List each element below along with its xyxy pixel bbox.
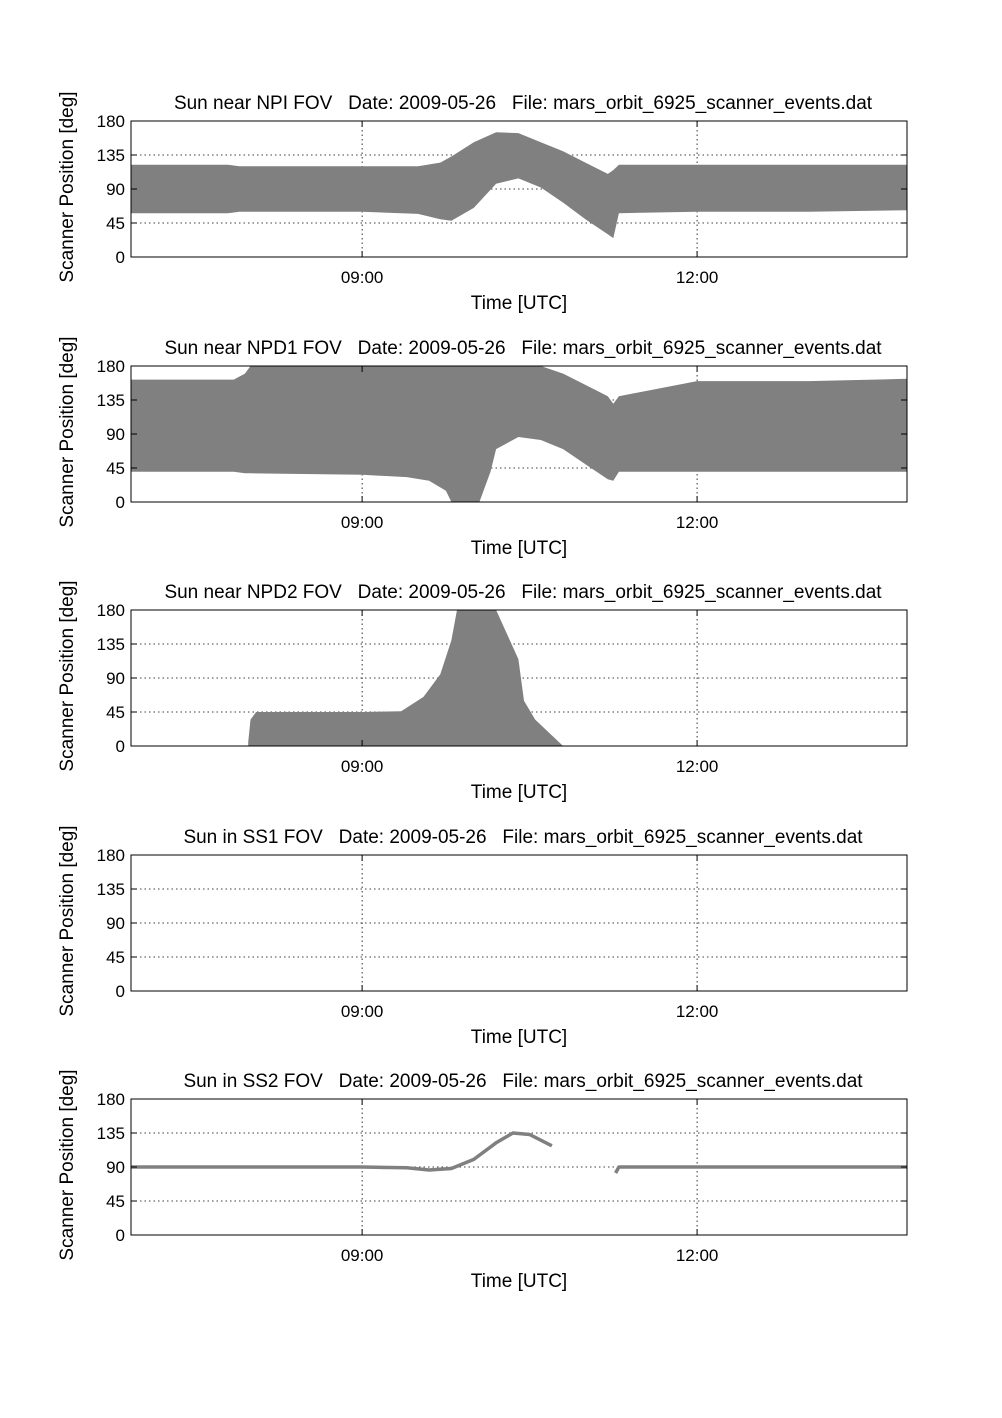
y-tick-label: 180 (97, 601, 125, 620)
chart-title: Sun near NPD2 FOV Date: 2009-05-26 File:… (164, 582, 882, 603)
x-tick-label: 12:00 (676, 268, 719, 287)
y-axis-label: Scanner Position [deg] (57, 1069, 78, 1260)
chart-title: Sun near NPI FOV Date: 2009-05-26 File: … (174, 93, 873, 114)
x-tick-label: 12:00 (676, 757, 719, 776)
chart-panel-1: 0 45 90 135 180 09:00 12:00 Sun near NPI FOV Da… (57, 91, 908, 314)
y-tick-label: 90 (106, 669, 125, 688)
chart-panel-4: 0 45 90 135 180 09:00 12:00 Sun in SS1 FOV Date… (57, 825, 908, 1048)
x-tick-label: 09:00 (341, 268, 384, 287)
y-tick-label: 180 (97, 846, 125, 865)
y-tick-label: 90 (106, 1158, 125, 1177)
y-tick-label: 0 (116, 982, 125, 1001)
y-tick-label: 135 (97, 146, 125, 165)
y-tick-label: 45 (106, 703, 125, 722)
x-tick-label: 09:00 (341, 1246, 384, 1265)
y-tick-label: 180 (97, 1090, 125, 1109)
y-tick-label: 0 (116, 1226, 125, 1245)
y-tick-label: 0 (116, 248, 125, 267)
chart-title: Sun near NPD1 FOV Date: 2009-05-26 File:… (164, 338, 882, 359)
sun-line-1 (131, 1131, 553, 1172)
sun-line-2 (614, 1165, 907, 1174)
y-tick-label: 135 (97, 391, 125, 410)
chart-title: Sun in SS1 FOV Date: 2009-05-26 File: ma… (183, 827, 863, 848)
y-axis-label: Scanner Position [deg] (57, 825, 78, 1016)
chart-title: Sun in SS2 FOV Date: 2009-05-26 File: ma… (183, 1071, 863, 1092)
sun-band-1 (131, 366, 907, 502)
y-axis-label: Scanner Position [deg] (57, 336, 78, 527)
y-axis-label: Scanner Position [deg] (57, 91, 78, 282)
x-axis-label: Time [UTC] (471, 293, 567, 314)
x-axis-label: Time [UTC] (471, 538, 567, 559)
y-tick-label: 0 (116, 493, 125, 512)
y-tick-label: 45 (106, 948, 125, 967)
y-tick-label: 45 (106, 1192, 125, 1211)
x-tick-label: 12:00 (676, 1246, 719, 1265)
y-tick-label: 180 (97, 112, 125, 131)
y-tick-label: 135 (97, 635, 125, 654)
y-tick-label: 90 (106, 180, 125, 199)
y-tick-label: 180 (97, 357, 125, 376)
x-axis-label: Time [UTC] (471, 782, 567, 803)
chart-panel-3: 0 45 90 135 180 09:00 12:00 Sun near NPD2 FOV D… (57, 580, 908, 803)
chart-panel-5: 0 45 90 135 180 09:00 12:00 Sun in SS2 FOV Date… (57, 1069, 908, 1292)
chart-panel-2: 0 45 90 135 180 09:00 12:00 Sun near NPD1 FOV D… (57, 336, 908, 559)
x-axis-label: Time [UTC] (471, 1271, 567, 1292)
x-tick-label: 12:00 (676, 1002, 719, 1021)
y-tick-label: 90 (106, 914, 125, 933)
x-tick-label: 09:00 (341, 1002, 384, 1021)
y-tick-label: 45 (106, 214, 125, 233)
y-tick-label: 45 (106, 459, 125, 478)
y-tick-label: 90 (106, 425, 125, 444)
y-tick-label: 0 (116, 737, 125, 756)
y-tick-label: 135 (97, 880, 125, 899)
sun-band-1 (131, 132, 907, 239)
x-tick-label: 09:00 (341, 757, 384, 776)
y-tick-label: 135 (97, 1124, 125, 1143)
x-tick-label: 09:00 (341, 513, 384, 532)
x-axis-label: Time [UTC] (471, 1027, 567, 1048)
y-axis-label: Scanner Position [deg] (57, 580, 78, 771)
x-tick-label: 12:00 (676, 513, 719, 532)
sun-band-1 (248, 610, 564, 746)
